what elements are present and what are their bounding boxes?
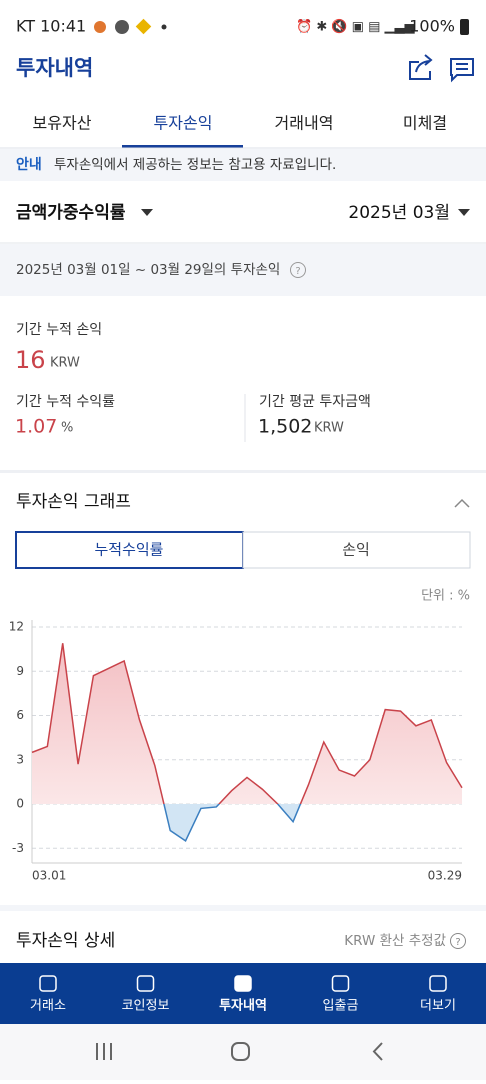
notice-bar [0,149,486,181]
dropdown-arrow [458,209,470,216]
y-tick-label: -3 [12,841,24,855]
detail-note: KRW 환산 추정값 [344,933,446,949]
x-tick-label: 03.01 [32,869,66,883]
bottom-nav [0,963,486,1024]
unit-label: 단위 : % [421,589,470,604]
nav-icon[interactable] [39,975,57,992]
period-bar [0,244,486,296]
nav-icon[interactable] [429,975,447,992]
nav-label[interactable]: 입출금 [323,999,359,1014]
y-tick-label: 12 [9,620,24,634]
notice-label: 안내 [16,156,42,173]
summary-value: 1.07 [15,416,57,438]
help-glyph: ? [295,266,300,277]
tab[interactable]: 미체결 [403,114,447,133]
summary-value: 16 [15,346,46,374]
summary-unit: KRW [50,356,80,371]
detail-title: 투자손익 상세 [16,931,115,951]
area-positive [32,643,462,804]
list-button[interactable] [450,58,474,83]
tabs: 보유자산 투자손익 거래내역 미체결 [33,114,447,148]
y-tick-label: 9 [16,664,24,678]
status-icon [115,20,129,34]
y-tick-label: 3 [16,752,24,766]
summary-unit: % [61,421,73,436]
toggles: 누적수익률 손익 [15,531,471,569]
help-glyph: ? [455,937,460,948]
tab[interactable]: 거래내역 [275,114,334,133]
y-tick-label: 0 [16,797,24,811]
metric-selector[interactable]: 금액가중수익률 [16,203,126,223]
month-selector[interactable]: 2025년 03월 [348,203,450,223]
y-tick-label: 6 [16,708,24,722]
status-dot [161,24,167,30]
nav-label[interactable]: 투자내역 [219,998,267,1014]
tab[interactable]: 투자손익 [154,114,213,133]
summary-unit: KRW [314,421,344,436]
nav-icon[interactable] [234,975,252,992]
dropdown-arrow [141,209,153,216]
notice-text: 투자손익에서 제공하는 정보는 참고용 자료입니다. [54,157,336,173]
status-battery: 100% [409,17,455,36]
header-title: 투자내역 [16,56,93,80]
status-icon [135,18,152,35]
summary-value: 1,502 [258,416,312,438]
nav-icon[interactable] [331,975,350,992]
help-icon[interactable] [450,933,466,949]
section-divider [0,905,486,911]
summary-label: 기간 누적 손익 [16,322,102,338]
system-buttons[interactable] [96,1042,383,1061]
toggle-label: 누적수익률 [94,541,163,559]
toggle-label: 손익 [342,541,370,559]
line-positive [31,643,463,804]
battery-icon [460,19,469,35]
toggle-button[interactable] [242,531,471,569]
status-icons-glyph: ⏰ ✱ 🔇 ▣ ▤ ▁▃▅ [296,18,415,35]
collapse-icon[interactable] [454,498,470,508]
nav-label[interactable]: 코인정보 [122,999,170,1014]
tab-underline [122,145,243,148]
status-icon [94,21,106,33]
toggle-button[interactable] [15,531,244,569]
share-button[interactable] [409,54,433,80]
summary-label: 기간 누적 수익률 [16,394,115,410]
section-divider [0,470,486,473]
chart: -3 0 3 6 9 12 03.01 03.29 [9,620,463,883]
bottom-nav-items: 거래소 코인정보 투자내역 입출금 더보기 [30,975,456,1014]
status-time: KT 10:41 [16,17,86,36]
tab[interactable]: 보유자산 [33,114,92,133]
period-text: 2025년 03월 01일 ~ 03월 29일의 투자손익 [16,262,280,278]
system-nav [0,1024,486,1080]
nav-label[interactable]: 거래소 [30,999,66,1014]
summary-label: 기간 평균 투자금액 [259,394,371,410]
nav-label[interactable]: 더보기 [420,999,456,1014]
help-icon[interactable] [290,262,306,278]
graph-title: 투자손익 그래프 [16,492,131,512]
nav-icon[interactable] [136,975,155,992]
x-tick-label: 03.29 [428,869,462,883]
